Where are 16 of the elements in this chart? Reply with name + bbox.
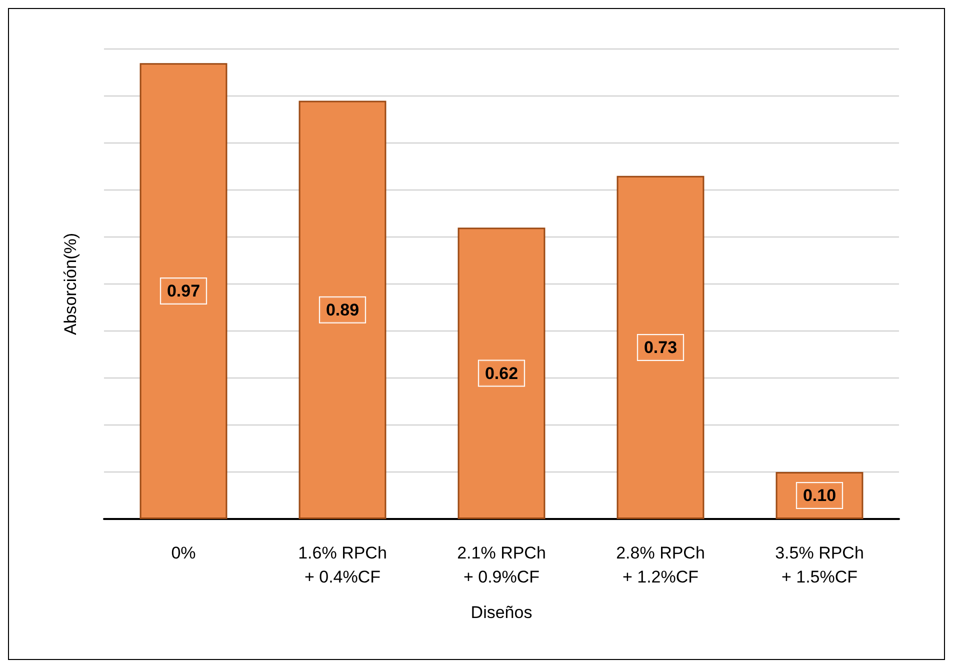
data-label: 0.89 <box>326 300 360 320</box>
x-tick-label: 1.6% RPCh + 0.4%CF <box>298 544 387 586</box>
x-tick-label: 0% <box>171 544 196 562</box>
y-axis-title: Absorción(%) <box>61 232 80 336</box>
data-label: 0.62 <box>484 364 518 383</box>
x-axis-title: Diseños <box>470 603 532 622</box>
x-tick-label: 2.1% RPCh + 0.9%CF <box>457 544 546 586</box>
x-tick-label: 2.8% RPCh + 1.2%CF <box>616 544 705 586</box>
x-tick-label: 3.5% RPCh + 1.5%CF <box>775 544 864 586</box>
data-label: 0.10 <box>802 486 836 505</box>
data-label: 0.73 <box>644 338 678 357</box>
bar <box>458 228 546 519</box>
bar <box>140 63 228 519</box>
bar <box>298 100 386 519</box>
data-label: 0.97 <box>166 282 200 301</box>
bar <box>616 176 704 519</box>
